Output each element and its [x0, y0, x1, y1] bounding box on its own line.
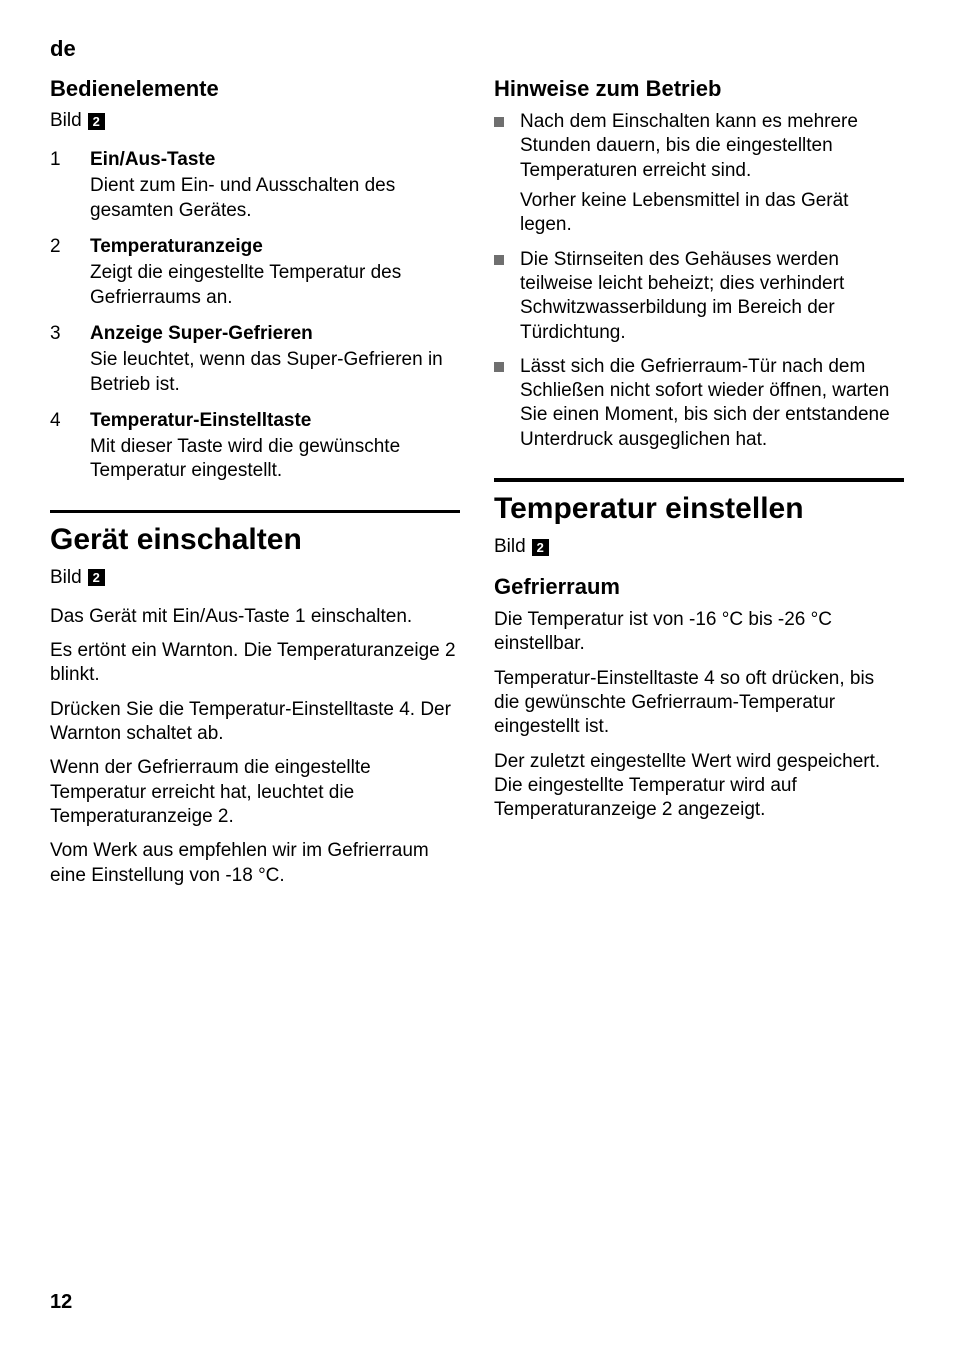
- list-item: 1 Ein/Aus-Taste Dient zum Ein- und Aussc…: [50, 148, 460, 223]
- list-item-text: Lässt sich die Gefrierraum-Tür nach dem …: [520, 355, 904, 452]
- figure-label: Bild: [50, 110, 82, 132]
- figure-label: Bild: [494, 536, 526, 558]
- list-item: 3 Anzeige Super-Gefrieren Sie leuchtet, …: [50, 322, 460, 397]
- list-item-title: Temperaturanzeige: [90, 235, 460, 259]
- paragraph: Wenn der Gefrierraum die eingestellte Te…: [50, 756, 460, 829]
- language-code: de: [50, 36, 904, 62]
- list-item: Lässt sich die Gefrierraum-Tür nach dem …: [494, 355, 904, 452]
- figure-reference: Bild 2: [494, 536, 904, 558]
- bullet-icon: [494, 362, 506, 452]
- list-item-text: Nach dem Einschalten kann es mehrere Stu…: [520, 110, 904, 183]
- list-item-text: Die Stirnseiten des Gehäuses werden teil…: [520, 248, 904, 345]
- left-column: Bedienelemente Bild 2 1 Ein/Aus-Taste Di…: [50, 76, 460, 898]
- paragraph: Das Gerät mit Ein/Aus-Taste 1 einschalte…: [50, 605, 460, 629]
- figure-number-box: 2: [88, 113, 105, 130]
- figure-label: Bild: [50, 567, 82, 589]
- paragraph: Drücken Sie die Temperatur-Einstelltaste…: [50, 698, 460, 747]
- numbered-list: 1 Ein/Aus-Taste Dient zum Ein- und Aussc…: [50, 148, 460, 484]
- bullet-icon: [494, 117, 506, 238]
- list-item-title: Ein/Aus-Taste: [90, 148, 460, 172]
- list-number: 4: [50, 409, 62, 484]
- list-item: 4 Temperatur-Einstelltaste Mit dieser Ta…: [50, 409, 460, 484]
- list-number: 2: [50, 235, 62, 310]
- list-number: 3: [50, 322, 62, 397]
- section-heading: Temperatur einstellen: [494, 492, 904, 526]
- figure-reference: Bild 2: [50, 567, 460, 589]
- paragraph: Temperatur-Einstelltaste 4 so oft drücke…: [494, 667, 904, 740]
- subsection-heading: Gefrierraum: [494, 574, 904, 600]
- paragraph: Der zuletzt eingestellte Wert wird gespe…: [494, 750, 904, 823]
- two-column-layout: Bedienelemente Bild 2 1 Ein/Aus-Taste Di…: [50, 76, 904, 898]
- list-item-desc: Sie leuchtet, wenn das Super-Gefrieren i…: [90, 348, 460, 397]
- section-heading: Hinweise zum Betrieb: [494, 76, 904, 102]
- paragraph: Es ertönt ein Warnton. Die Temperaturanz…: [50, 639, 460, 688]
- page-number: 12: [50, 1291, 72, 1314]
- section-heading: Gerät einschalten: [50, 523, 460, 557]
- figure-number-box: 2: [532, 539, 549, 556]
- list-item-desc: Zeigt die eingestellte Temperatur des Ge…: [90, 261, 460, 310]
- paragraph: Vom Werk aus empfehlen wir im Gefrierrau…: [50, 839, 460, 888]
- list-item-desc: Dient zum Ein- und Ausschalten des gesam…: [90, 174, 460, 223]
- bullet-list: Nach dem Einschalten kann es mehrere Stu…: [494, 110, 904, 452]
- figure-number-box: 2: [88, 569, 105, 586]
- list-item-desc: Mit dieser Taste wird die gewünschte Tem…: [90, 435, 460, 484]
- figure-reference: Bild 2: [50, 110, 460, 132]
- section-divider: [494, 478, 904, 482]
- section-divider: [50, 510, 460, 513]
- list-item: Nach dem Einschalten kann es mehrere Stu…: [494, 110, 904, 238]
- list-item: 2 Temperaturanzeige Zeigt die eingestell…: [50, 235, 460, 310]
- list-item: Die Stirnseiten des Gehäuses werden teil…: [494, 248, 904, 345]
- right-column: Hinweise zum Betrieb Nach dem Einschalte…: [494, 76, 904, 898]
- section-heading: Bedienelemente: [50, 76, 460, 102]
- list-item-title: Temperatur-Einstelltaste: [90, 409, 460, 433]
- list-number: 1: [50, 148, 62, 223]
- list-item-subtext: Vorher keine Lebensmittel in das Gerät l…: [520, 189, 904, 238]
- list-item-title: Anzeige Super-Gefrieren: [90, 322, 460, 346]
- bullet-icon: [494, 255, 506, 345]
- paragraph: Die Temperatur ist von -16 °C bis -26 °C…: [494, 608, 904, 657]
